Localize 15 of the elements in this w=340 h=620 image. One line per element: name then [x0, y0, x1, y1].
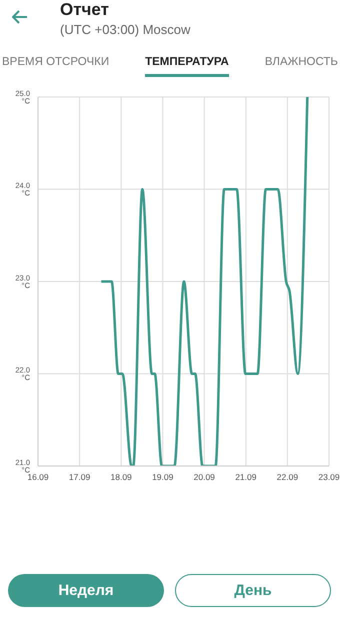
chart-subtitle: (UTC +03:00) Moscow — [60, 22, 190, 37]
text: ВЛАЖНОСТЬ — [264, 56, 338, 70]
text: День — [175, 574, 331, 607]
text: ТЕМПЕРАТУРА — [145, 56, 229, 77]
x-tick-label: 19.09 — [152, 472, 174, 482]
x-tick-label: 20.09 — [194, 472, 216, 482]
x-tick-label: 16.09 — [27, 472, 49, 482]
x-tick-label: 21.09 — [235, 472, 257, 482]
text: Неделя — [8, 574, 164, 607]
x-tick-label: 22.09 — [276, 472, 298, 482]
text: ВРЕМЯ ОТСРОЧКИ — [2, 56, 110, 70]
chart-title: Отчет — [60, 0, 109, 20]
x-tick-label: 23.09 — [318, 472, 340, 482]
x-tick-label: 18.09 — [110, 472, 132, 482]
x-tick-label: 17.09 — [68, 472, 90, 482]
